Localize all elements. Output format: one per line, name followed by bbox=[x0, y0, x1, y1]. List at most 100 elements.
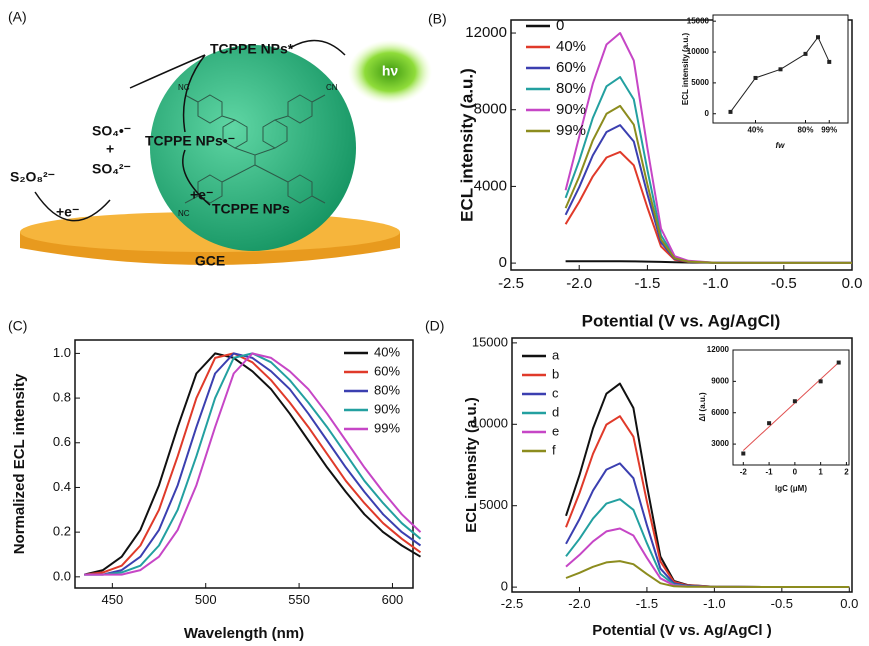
group-label: CN bbox=[326, 83, 338, 92]
y-axis-label: Normalized ECL intensity bbox=[11, 373, 28, 554]
group-label: NC bbox=[178, 209, 190, 218]
nanoparticle bbox=[150, 45, 356, 251]
y-axis-label: ECL intensity (a.u.) bbox=[681, 33, 690, 106]
legend-label: 90% bbox=[556, 101, 586, 118]
x-tick-label: 0.0 bbox=[840, 596, 858, 611]
emission-label: hν bbox=[382, 63, 399, 79]
plot-frame bbox=[510, 19, 853, 271]
legend-label: 90% bbox=[374, 401, 400, 416]
legend-label: e bbox=[552, 423, 559, 438]
data-line bbox=[565, 527, 850, 588]
data-line bbox=[565, 560, 850, 588]
x-tick-label: 1 bbox=[818, 468, 823, 477]
data-point bbox=[827, 59, 832, 64]
y-tick-label: 0 bbox=[705, 109, 710, 118]
data-point bbox=[767, 421, 772, 426]
x-tick-label: -2.5 bbox=[501, 596, 523, 611]
x-tick-label: -1.0 bbox=[703, 275, 729, 292]
x-tick-label: 0.0 bbox=[842, 275, 863, 292]
y-tick-label: 0.4 bbox=[53, 479, 71, 494]
diagram: (A) GCE NC NC CN TCPPE NPs* TCPPE NPs•⁻ … bbox=[8, 9, 432, 269]
y-tick-label: 8000 bbox=[474, 101, 507, 118]
y-tick-label: 0.8 bbox=[53, 390, 71, 405]
chart: 450 500 550 600 0.0 0.2 0.4 0.6 0.8 1.0 Wavelength… bbox=[8, 318, 422, 642]
chart: -2 -1 0 1 2 3000 6000 9000 12000 lgC (μM) ΔI (a.u.… bbox=[698, 345, 850, 493]
legend-label: c bbox=[552, 385, 559, 400]
data-line bbox=[565, 462, 850, 588]
data-line bbox=[564, 104, 852, 264]
y-tick-label: 12000 bbox=[465, 24, 507, 41]
y-tick-label: 12000 bbox=[707, 345, 730, 354]
inset-background bbox=[733, 350, 849, 465]
legend-label: 40% bbox=[374, 344, 400, 359]
data-point bbox=[836, 360, 841, 365]
x-axis-label: Potential (V vs. Ag/AgCl) bbox=[582, 311, 781, 330]
y-tick-label: 0 bbox=[501, 579, 508, 594]
x-tick-label: 40% bbox=[747, 126, 763, 135]
data-point bbox=[728, 109, 733, 114]
data-point bbox=[753, 75, 758, 80]
electron-label: +e⁻ bbox=[56, 204, 79, 220]
data-point bbox=[741, 451, 746, 456]
x-tick-label: -1 bbox=[766, 468, 774, 477]
arrow bbox=[182, 54, 206, 133]
x-tick-label: -1.5 bbox=[636, 596, 658, 611]
trend-line bbox=[742, 362, 840, 451]
x-tick-label: -1.0 bbox=[703, 596, 725, 611]
data-line bbox=[730, 36, 830, 113]
y-tick-label: 0.6 bbox=[53, 434, 71, 449]
panel-label: (B) bbox=[428, 11, 447, 27]
plus-sign: + bbox=[106, 141, 114, 157]
legend-label: 80% bbox=[556, 80, 586, 97]
panel-label: (A) bbox=[8, 9, 27, 25]
x-tick-label: -2.5 bbox=[498, 275, 524, 292]
species-label: TCPPE NPs* bbox=[210, 41, 294, 57]
y-tick-label: 0 bbox=[499, 254, 507, 271]
y-tick-label: 9000 bbox=[711, 376, 729, 385]
y-tick-label: 5000 bbox=[479, 497, 508, 512]
plot-frame bbox=[74, 339, 414, 589]
x-tick-label: 600 bbox=[382, 592, 404, 607]
arrow bbox=[289, 39, 346, 56]
chart: 40% 80% 99% 0 5000 10000 15000 fw ECL intensity … bbox=[681, 14, 849, 150]
species-label: TCPPE NPs•⁻ bbox=[145, 133, 235, 149]
panel-label: (C) bbox=[8, 318, 27, 334]
x-tick-label: 99% bbox=[821, 126, 837, 135]
y-tick-label: 3000 bbox=[711, 439, 729, 448]
x-tick-label: 0 bbox=[793, 468, 798, 477]
y-tick-label: 1.0 bbox=[53, 345, 71, 360]
chart: -2.5 -2.0 -1.5 -1.0 -0.5 0.0 0 5000 10000 15000 Po… bbox=[425, 318, 858, 639]
legend-label: 60% bbox=[556, 59, 586, 76]
plot-frame bbox=[732, 349, 850, 466]
data-point bbox=[792, 399, 797, 404]
y-axis-label: ECL intensity (a.u.) bbox=[457, 68, 476, 222]
data-point bbox=[778, 67, 783, 72]
y-tick-label: 4000 bbox=[474, 177, 507, 194]
legend-label: 80% bbox=[374, 382, 400, 397]
x-tick-label: -2.0 bbox=[568, 596, 590, 611]
species-label: TCPPE NPs bbox=[212, 201, 290, 217]
group-label: NC bbox=[178, 83, 190, 92]
electrode-label: GCE bbox=[195, 253, 225, 269]
molecule bbox=[184, 94, 326, 204]
x-tick-label: -2.0 bbox=[566, 275, 592, 292]
y-tick-label: 10000 bbox=[687, 47, 710, 56]
data-point bbox=[818, 379, 823, 384]
data-line bbox=[565, 498, 850, 588]
data-line bbox=[84, 352, 422, 576]
legend-label: f bbox=[552, 442, 556, 457]
x-tick-label: -0.5 bbox=[771, 275, 797, 292]
data-point bbox=[816, 35, 820, 40]
arrow bbox=[129, 54, 206, 89]
species-label: SO₄²⁻ bbox=[92, 161, 131, 177]
legend-label: 40% bbox=[556, 38, 586, 55]
data-line bbox=[84, 352, 422, 576]
x-axis-label: Wavelength (nm) bbox=[184, 625, 304, 642]
legend-label: a bbox=[552, 347, 560, 362]
x-tick-label: -2 bbox=[740, 468, 748, 477]
x-axis-label: lgC (μM) bbox=[775, 484, 807, 493]
y-tick-label: 15000 bbox=[472, 334, 508, 349]
legend-label: 99% bbox=[556, 122, 586, 139]
legend-label: 0 bbox=[556, 17, 564, 34]
